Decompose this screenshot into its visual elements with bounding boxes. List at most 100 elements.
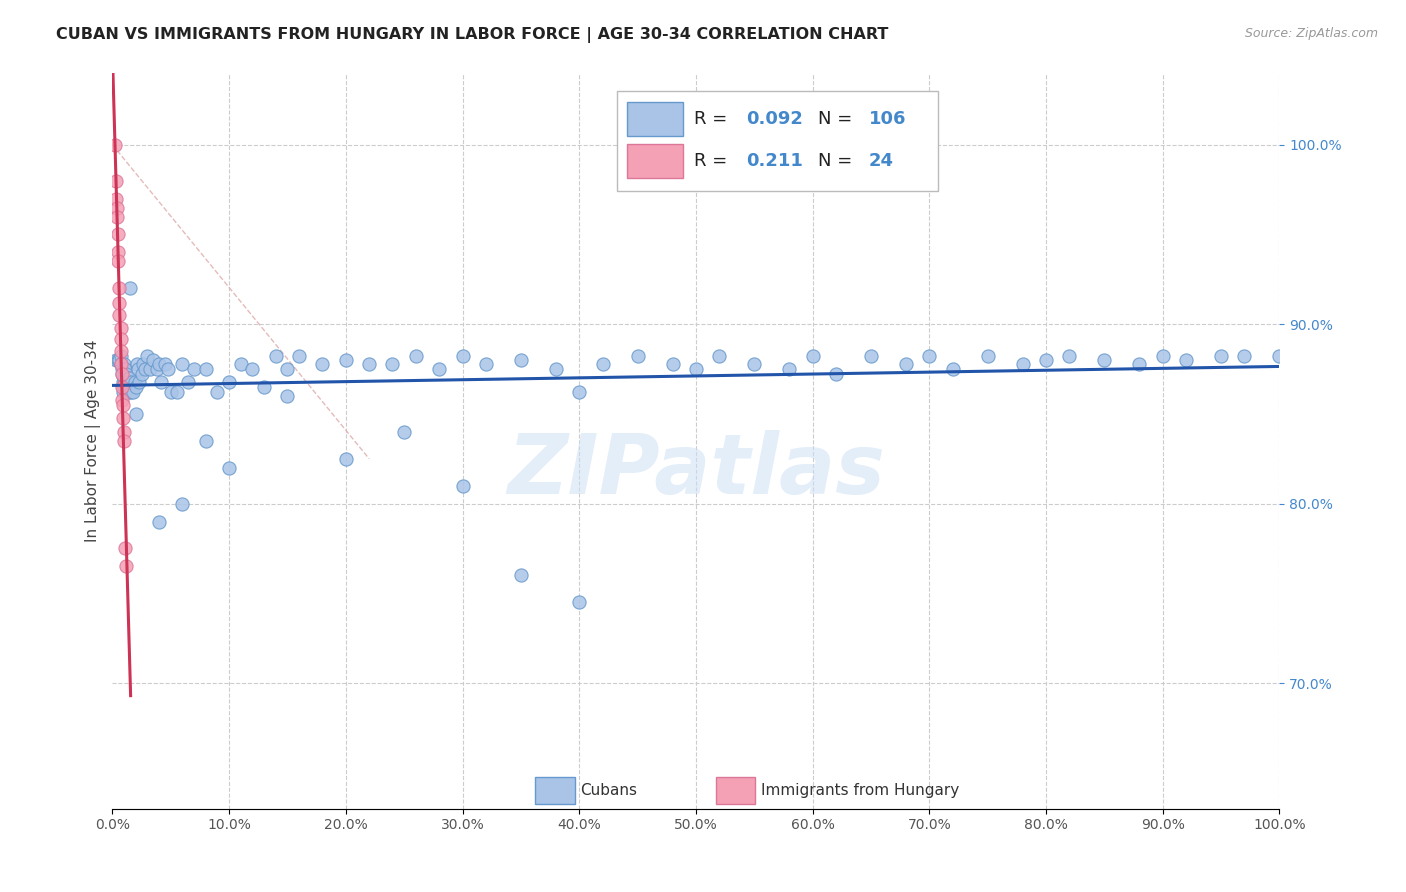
Point: [118, 281, 141, 295]
Point: [112, 434, 135, 448]
Point: [120, 375, 142, 389]
Point: [335, 451, 357, 466]
Point: [111, 380, 134, 394]
Point: [110, 320, 132, 334]
Point: [108, 353, 131, 368]
Point: [111, 375, 134, 389]
Point: [427, 362, 450, 376]
Point: [825, 368, 848, 382]
Point: [112, 357, 135, 371]
Point: [276, 389, 298, 403]
Point: [107, 227, 129, 242]
Point: [110, 332, 132, 346]
Text: 0.211: 0.211: [747, 153, 803, 170]
Text: ZIPatlas: ZIPatlas: [508, 430, 884, 511]
Point: [894, 357, 917, 371]
Point: [128, 375, 150, 389]
Point: [105, 210, 128, 224]
Point: [544, 362, 567, 376]
Point: [172, 497, 194, 511]
Point: [311, 357, 333, 371]
Point: [153, 357, 176, 371]
Text: Cubans: Cubans: [581, 783, 637, 797]
Point: [139, 362, 162, 376]
Point: [118, 380, 141, 394]
Point: [125, 380, 148, 394]
Point: [108, 308, 131, 322]
Point: [405, 350, 427, 364]
Point: [359, 357, 381, 371]
Point: [104, 353, 127, 368]
Point: [661, 357, 683, 371]
Point: [142, 353, 165, 368]
Point: [110, 350, 132, 364]
Point: [626, 350, 648, 364]
Point: [568, 385, 591, 400]
Point: [107, 245, 129, 260]
Point: [475, 357, 498, 371]
Point: [194, 434, 217, 448]
Point: [1035, 353, 1057, 368]
Text: 0.092: 0.092: [747, 111, 803, 128]
FancyBboxPatch shape: [617, 91, 938, 191]
Point: [1092, 353, 1115, 368]
Point: [105, 201, 128, 215]
Point: [115, 559, 138, 574]
Point: [778, 362, 800, 376]
Point: [1128, 357, 1150, 371]
Point: [104, 137, 127, 152]
Point: [114, 371, 136, 385]
Point: [918, 350, 941, 364]
Point: [112, 371, 135, 385]
Point: [111, 368, 134, 382]
Point: [112, 380, 135, 394]
Point: [111, 362, 134, 376]
Point: [218, 460, 240, 475]
Point: [111, 385, 134, 400]
Point: [122, 385, 145, 400]
Point: [115, 375, 138, 389]
Point: [264, 350, 287, 364]
Point: [108, 295, 131, 310]
Text: N =: N =: [818, 111, 859, 128]
Point: [124, 375, 146, 389]
Text: CUBAN VS IMMIGRANTS FROM HUNGARY IN LABOR FORCE | AGE 30-34 CORRELATION CHART: CUBAN VS IMMIGRANTS FROM HUNGARY IN LABO…: [56, 27, 889, 43]
Point: [117, 380, 139, 394]
Point: [111, 410, 134, 425]
Point: [166, 385, 188, 400]
Point: [976, 350, 998, 364]
Point: [859, 350, 882, 364]
Point: [229, 357, 252, 371]
Text: 24: 24: [869, 153, 894, 170]
Point: [1268, 350, 1291, 364]
Point: [509, 568, 531, 582]
Point: [172, 357, 194, 371]
Point: [451, 350, 474, 364]
Point: [118, 375, 141, 389]
Text: 106: 106: [869, 111, 905, 128]
Point: [134, 362, 156, 376]
Point: [131, 368, 153, 382]
Point: [183, 362, 205, 376]
Point: [107, 353, 129, 368]
Text: N =: N =: [818, 153, 865, 170]
Point: [110, 357, 132, 371]
Point: [104, 174, 127, 188]
FancyBboxPatch shape: [627, 145, 683, 178]
Point: [115, 385, 138, 400]
Point: [242, 362, 264, 376]
Point: [1175, 353, 1198, 368]
Point: [742, 357, 765, 371]
Point: [118, 371, 141, 385]
Point: [801, 350, 824, 364]
Point: [159, 385, 181, 400]
Point: [177, 375, 200, 389]
Point: [709, 350, 731, 364]
Point: [685, 362, 707, 376]
Point: [1233, 350, 1256, 364]
Point: [110, 357, 132, 371]
Point: [335, 353, 357, 368]
Point: [114, 380, 136, 394]
Point: [276, 362, 298, 376]
Point: [392, 425, 415, 439]
